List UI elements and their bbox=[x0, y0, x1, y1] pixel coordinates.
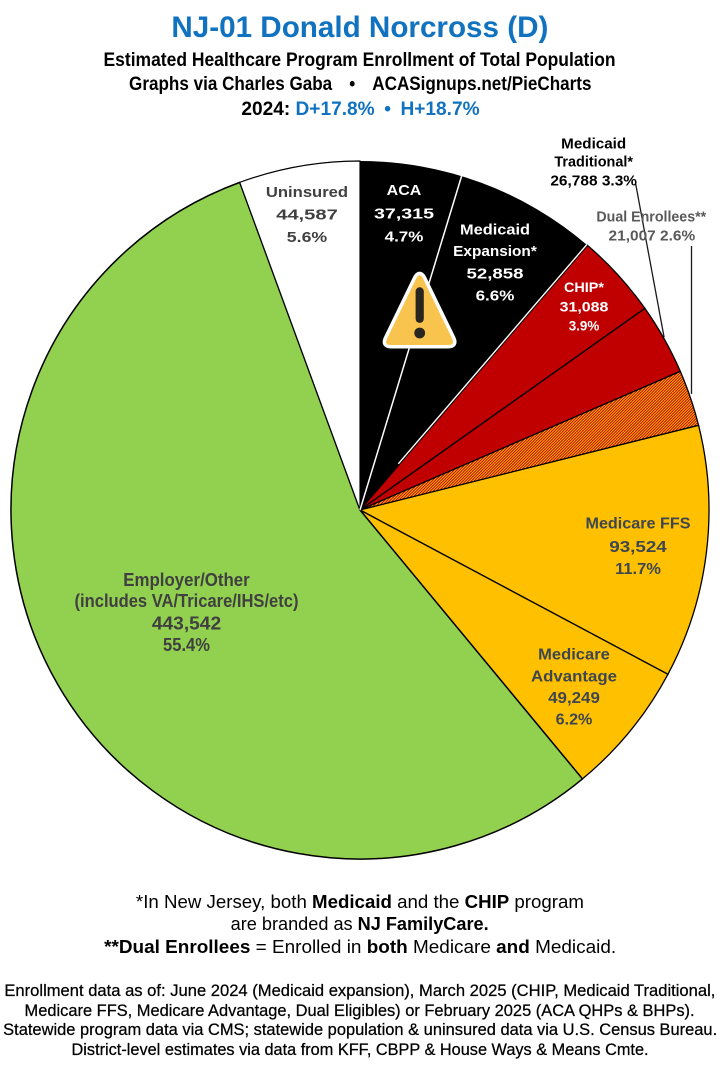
svg-text:Traditional*: Traditional* bbox=[554, 154, 633, 171]
svg-text:21,007 2.6%: 21,007 2.6% bbox=[609, 227, 696, 244]
svg-text:11.7%: 11.7% bbox=[615, 561, 661, 578]
svg-text:Medicare FFS: Medicare FFS bbox=[586, 515, 691, 532]
svg-text:49,249: 49,249 bbox=[548, 690, 600, 707]
svg-text:Expansion*: Expansion* bbox=[453, 243, 537, 260]
svg-text:31,088: 31,088 bbox=[560, 299, 609, 315]
svg-text:443,542: 443,542 bbox=[152, 613, 221, 633]
svg-text:55.4%: 55.4% bbox=[163, 635, 210, 655]
svg-text:93,524: 93,524 bbox=[609, 539, 667, 556]
svg-text:ACA: ACA bbox=[387, 182, 422, 199]
svg-text:(includes VA/Tricare/IHS/etc): (includes VA/Tricare/IHS/etc) bbox=[75, 591, 299, 611]
svg-text:Medicaid: Medicaid bbox=[561, 135, 626, 152]
svg-text:5.6%: 5.6% bbox=[287, 229, 327, 246]
svg-text:37,315: 37,315 bbox=[374, 206, 434, 223]
svg-text:Advantage: Advantage bbox=[531, 669, 617, 686]
svg-text:Uninsured: Uninsured bbox=[266, 184, 348, 201]
svg-text:CHIP*: CHIP* bbox=[564, 279, 605, 295]
svg-text:52,858: 52,858 bbox=[467, 265, 524, 282]
svg-text:Medicaid: Medicaid bbox=[460, 222, 530, 239]
svg-text:Employer/Other: Employer/Other bbox=[123, 570, 249, 590]
svg-text:6.6%: 6.6% bbox=[476, 287, 515, 304]
svg-text:44,587: 44,587 bbox=[276, 207, 338, 224]
svg-text:6.2%: 6.2% bbox=[556, 712, 593, 729]
svg-text:26,788 3.3%: 26,788 3.3% bbox=[550, 173, 637, 190]
svg-text:Dual Enrollees**: Dual Enrollees** bbox=[596, 208, 706, 225]
svg-text:4.7%: 4.7% bbox=[385, 228, 424, 245]
svg-text:Medicare: Medicare bbox=[538, 647, 610, 664]
svg-text:3.9%: 3.9% bbox=[569, 318, 600, 334]
